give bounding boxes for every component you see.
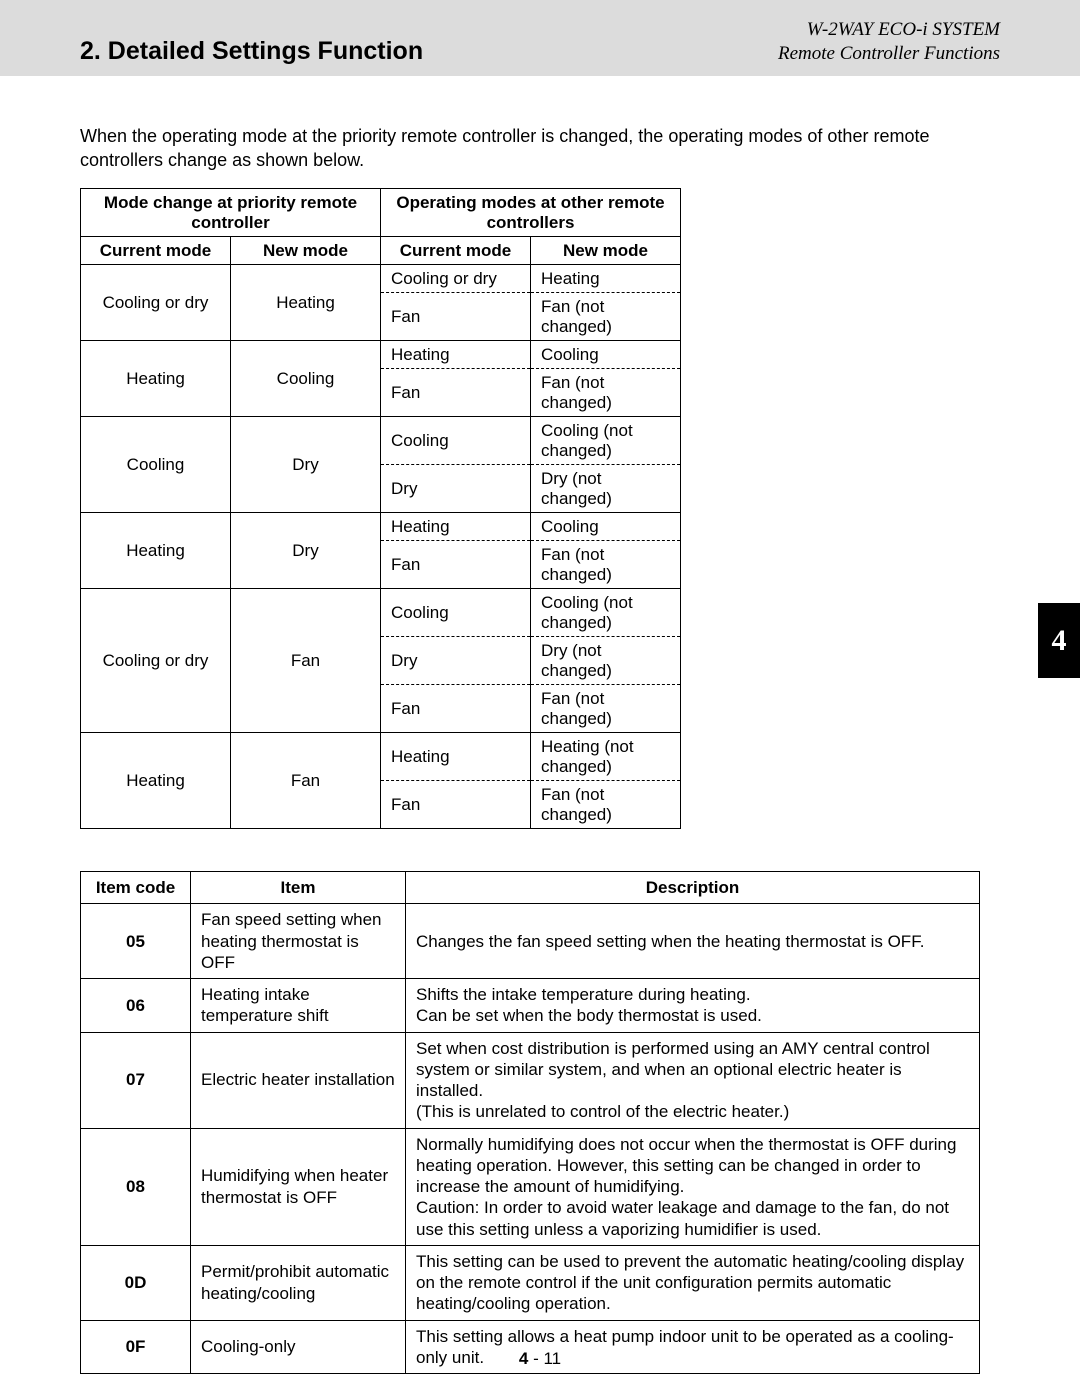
mode-new: Fan — [231, 733, 381, 829]
modes-group-header: Mode change at priority remote controlle… — [81, 189, 381, 237]
items-header: Item code — [81, 872, 191, 904]
subtitle: Remote Controller Functions — [778, 42, 1000, 66]
modes-sub-header: New mode — [531, 237, 681, 265]
other-current: Fan — [381, 685, 531, 733]
other-current: Fan — [381, 369, 531, 417]
item-name: Fan speed setting when heating thermosta… — [191, 904, 406, 979]
other-new: Fan (not changed) — [531, 541, 681, 589]
items-header: Item — [191, 872, 406, 904]
item-description: Normally humidifying does not occur when… — [406, 1128, 980, 1245]
mode-current: Heating — [81, 733, 231, 829]
page-chapter: 4 — [519, 1349, 528, 1368]
modes-sub-header: Current mode — [381, 237, 531, 265]
item-description: Set when cost distribution is performed … — [406, 1032, 980, 1128]
item-code: 07 — [81, 1032, 191, 1128]
other-current: Cooling or dry — [381, 265, 531, 293]
other-current: Heating — [381, 513, 531, 541]
header-right: W-2WAY ECO-i SYSTEM Remote Controller Fu… — [778, 18, 1000, 66]
item-description: Shifts the intake temperature during hea… — [406, 979, 980, 1033]
item-code: 08 — [81, 1128, 191, 1245]
mode-new: Fan — [231, 589, 381, 733]
other-new: Fan (not changed) — [531, 369, 681, 417]
item-name: Heating intake temperature shift — [191, 979, 406, 1033]
item-description: This setting can be used to prevent the … — [406, 1245, 980, 1320]
other-current: Dry — [381, 637, 531, 685]
item-code: 05 — [81, 904, 191, 979]
item-description: Changes the fan speed setting when the h… — [406, 904, 980, 979]
item-name: Electric heater installation — [191, 1032, 406, 1128]
item-name: Permit/prohibit automatic heating/coolin… — [191, 1245, 406, 1320]
items-table: Item codeItemDescription 05Fan speed sett… — [80, 871, 980, 1374]
page-content: When the operating mode at the priority … — [0, 76, 1080, 1375]
other-current: Dry — [381, 465, 531, 513]
other-new: Dry (not changed) — [531, 465, 681, 513]
mode-current: Cooling — [81, 417, 231, 513]
other-current: Cooling — [381, 417, 531, 465]
other-current: Cooling — [381, 589, 531, 637]
page-number: 4 - 11 — [0, 1349, 1080, 1369]
mode-current: Heating — [81, 513, 231, 589]
other-new: Cooling — [531, 513, 681, 541]
page-page: 11 — [543, 1349, 561, 1368]
other-new: Dry (not changed) — [531, 637, 681, 685]
other-new: Heating (not changed) — [531, 733, 681, 781]
mode-new: Heating — [231, 265, 381, 341]
items-header: Description — [406, 872, 980, 904]
mode-new: Dry — [231, 513, 381, 589]
other-new: Heating — [531, 265, 681, 293]
intro-paragraph: When the operating mode at the priority … — [80, 124, 1000, 173]
mode-current: Cooling or dry — [81, 589, 231, 733]
page-header: 2. Detailed Settings Function W-2WAY ECO… — [0, 0, 1080, 76]
mode-current: Heating — [81, 341, 231, 417]
section-title: 2. Detailed Settings Function — [80, 37, 423, 66]
other-current: Fan — [381, 293, 531, 341]
mode-current: Cooling or dry — [81, 265, 231, 341]
page-sep: - — [528, 1349, 543, 1368]
other-new: Cooling (not changed) — [531, 589, 681, 637]
chapter-tab: 4 — [1038, 603, 1080, 678]
modes-group-header: Operating modes at other remote controll… — [381, 189, 681, 237]
item-code: 0D — [81, 1245, 191, 1320]
modes-sub-header: New mode — [231, 237, 381, 265]
mode-new: Dry — [231, 417, 381, 513]
system-name: W-2WAY ECO-i SYSTEM — [778, 18, 1000, 42]
item-name: Humidifying when heater thermostat is OF… — [191, 1128, 406, 1245]
other-current: Fan — [381, 541, 531, 589]
mode-new: Cooling — [231, 341, 381, 417]
other-current: Fan — [381, 781, 531, 829]
other-current: Heating — [381, 341, 531, 369]
other-new: Fan (not changed) — [531, 781, 681, 829]
other-new: Cooling (not changed) — [531, 417, 681, 465]
other-new: Fan (not changed) — [531, 685, 681, 733]
modes-table: Mode change at priority remote controlle… — [80, 188, 681, 829]
other-new: Fan (not changed) — [531, 293, 681, 341]
other-new: Cooling — [531, 341, 681, 369]
item-code: 06 — [81, 979, 191, 1033]
modes-sub-header: Current mode — [81, 237, 231, 265]
other-current: Heating — [381, 733, 531, 781]
